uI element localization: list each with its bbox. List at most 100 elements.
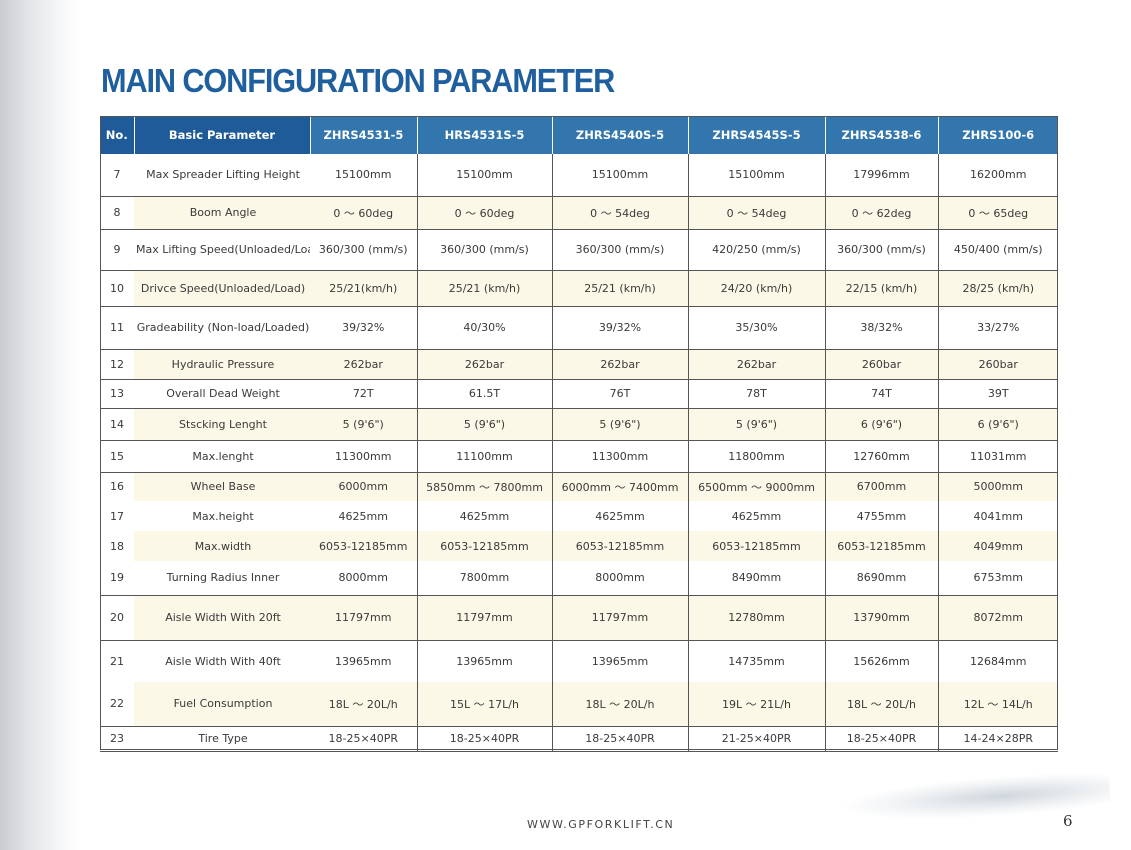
parameter-name-cell: Aisle Width With 20ft <box>134 595 310 640</box>
value-cell: 5 (9'6") <box>551 408 688 440</box>
value-cell: 4755mm <box>824 501 938 531</box>
column-header-model: ZHRS4540S-5 <box>552 116 689 154</box>
value-cell: 5 (9'6") <box>310 408 417 440</box>
table-row: 18 Max.width 6053-12185mm 6053-12185mm 6053-… <box>100 531 1058 561</box>
value-cell: 360/300 (mm/s) <box>416 229 552 270</box>
value-cell: 15100mm <box>551 154 688 196</box>
parameter-name-cell: Tire Type <box>198 732 248 745</box>
column-header-model: ZHRS4531-5 <box>310 116 418 154</box>
value-cell: 260bar <box>824 349 938 379</box>
value-cell: 4625mm <box>687 501 825 531</box>
value-cell: 6053-12185mm <box>310 531 417 561</box>
value-cell: 13790mm <box>824 595 938 640</box>
value-cell: 18L ～ 20L/h <box>824 682 938 726</box>
value-cell: 8490mm <box>687 561 825 595</box>
value-cell: 6053-12185mm <box>824 531 938 561</box>
table-row: 11 Gradeability (Non-load/Loaded) 39/32% 40… <box>100 306 1058 349</box>
parameter-name-cell: Max.height <box>192 509 254 523</box>
table-row: 10 Drivce Speed(Unloaded/Load) 25/21(km/h)… <box>100 270 1058 306</box>
value-cell: 25/21(km/h) <box>310 270 417 306</box>
value-cell: 13965mm <box>335 654 392 668</box>
parameter-name-cell: Overall Dead Weight <box>166 387 280 400</box>
value-cell: 6 (9'6") <box>824 408 938 440</box>
table-row: 21 Aisle Width With 40ft 13965mm 13965mm 139… <box>100 640 1058 682</box>
value-cell: 25/21 (km/h) <box>416 270 552 306</box>
value-cell: 76T <box>551 379 688 408</box>
value-cell: 15100mm <box>687 154 825 196</box>
row-number-cell: 11 <box>110 321 124 334</box>
column-header-basic-parameter: Basic Parameter <box>134 116 311 154</box>
value-cell: 35/30% <box>687 306 825 349</box>
value-cell: 262bar <box>551 349 688 379</box>
value-cell: 0 ～ 65deg <box>937 196 1058 229</box>
value-cell: 8690mm <box>824 561 938 595</box>
value-cell: 8072mm <box>937 595 1058 640</box>
parameter-name-cell: Max Lifting Speed(Unloaded/Load) <box>136 243 310 256</box>
page-title: MAIN CONFIGURATION PARAMETER <box>101 62 615 99</box>
table-row: 14 Stscking Lenght 5 (9'6") 5 (9'6") 5 (9'6"… <box>100 408 1058 440</box>
column-header-no: No. <box>100 116 135 154</box>
value-cell: 40/30% <box>416 306 552 349</box>
row-number-cell: 19 <box>110 571 124 585</box>
row-number-cell: 13 <box>110 387 124 400</box>
row-number-cell: 21 <box>110 654 124 668</box>
value-cell: 19L ～ 21L/h <box>687 682 825 726</box>
value-cell: 28/25 (km/h) <box>937 270 1058 306</box>
value-cell: 12684mm <box>937 640 1058 682</box>
value-cell: 6500mm ～ 9000mm <box>687 472 825 501</box>
value-cell: 12760mm <box>824 440 938 472</box>
row-number-cell: 23 <box>110 732 124 745</box>
value-cell: 262bar <box>416 349 552 379</box>
value-cell: 12L ～ 14L/h <box>937 682 1058 726</box>
value-cell: 16200mm <box>937 154 1058 196</box>
value-cell: 14-24×28PR <box>937 726 1058 751</box>
value-cell: 18-25×40PR <box>551 726 688 751</box>
row-number-cell: 17 <box>110 509 124 523</box>
value-cell: 39/32% <box>342 321 385 334</box>
value-cell: 5850mm ～ 7800mm <box>416 472 552 501</box>
value-cell: 61.5T <box>416 379 552 408</box>
value-cell: 262bar <box>310 349 417 379</box>
value-cell: 360/300 (mm/s) <box>824 229 938 270</box>
value-cell: 0 ～ 60deg <box>416 196 552 229</box>
row-number-cell: 7 <box>113 168 121 182</box>
table-row: 9 Max Lifting Speed(Unloaded/Load) 360/300… <box>100 229 1058 270</box>
value-cell: 420/250 (mm/s) <box>687 229 825 270</box>
page-number: 6 <box>1063 812 1073 830</box>
row-number-cell: 18 <box>100 531 134 561</box>
parameter-name-cell: Gradeability (Non-load/Loaded) <box>136 321 310 334</box>
value-cell: 6053-12185mm <box>687 531 825 561</box>
parameter-name-cell: Stscking Lenght <box>134 408 310 440</box>
value-cell: 360/300 (mm/s) <box>318 243 408 256</box>
value-cell: 11100mm <box>416 440 552 472</box>
row-number-cell: 10 <box>100 270 134 306</box>
value-cell: 74T <box>824 379 938 408</box>
parameter-name-cell: Max.lenght <box>192 449 254 463</box>
row-number-cell: 8 <box>100 196 134 229</box>
value-cell: 18L ～ 20L/h <box>551 682 688 726</box>
value-cell: 11300mm <box>551 440 688 472</box>
value-cell: 15100mm <box>335 168 392 182</box>
value-cell: 15L ～ 17L/h <box>416 682 552 726</box>
value-cell: 11800mm <box>687 440 825 472</box>
value-cell: 24/20 (km/h) <box>687 270 825 306</box>
value-cell: 13965mm <box>551 640 688 682</box>
value-cell: 8000mm <box>338 571 388 585</box>
value-cell: 11797mm <box>551 595 688 640</box>
value-cell: 7800mm <box>416 561 552 595</box>
value-cell: 15100mm <box>416 154 552 196</box>
table-row: 22 Fuel Consumption 18L ～ 20L/h 15L ～ 17L/h… <box>100 682 1058 726</box>
value-cell: 8000mm <box>551 561 688 595</box>
table-row: 16 Wheel Base 6000mm 5850mm ～ 7800mm 6000mm … <box>100 472 1058 501</box>
value-cell: 0 ～ 62deg <box>824 196 938 229</box>
value-cell: 17996mm <box>824 154 938 196</box>
value-cell: 15626mm <box>824 640 938 682</box>
value-cell: 18-25×40PR <box>416 726 552 751</box>
parameter-name-cell: Boom Angle <box>134 196 310 229</box>
value-cell: 13965mm <box>416 640 552 682</box>
value-cell: 78T <box>687 379 825 408</box>
value-cell: 5000mm <box>937 472 1058 501</box>
table-row: 8 Boom Angle 0 ～ 60deg 0 ～ 60deg 0 ～ 54deg 0 … <box>100 196 1058 229</box>
value-cell: 5 (9'6") <box>687 408 825 440</box>
row-number-cell: 9 <box>113 243 121 256</box>
